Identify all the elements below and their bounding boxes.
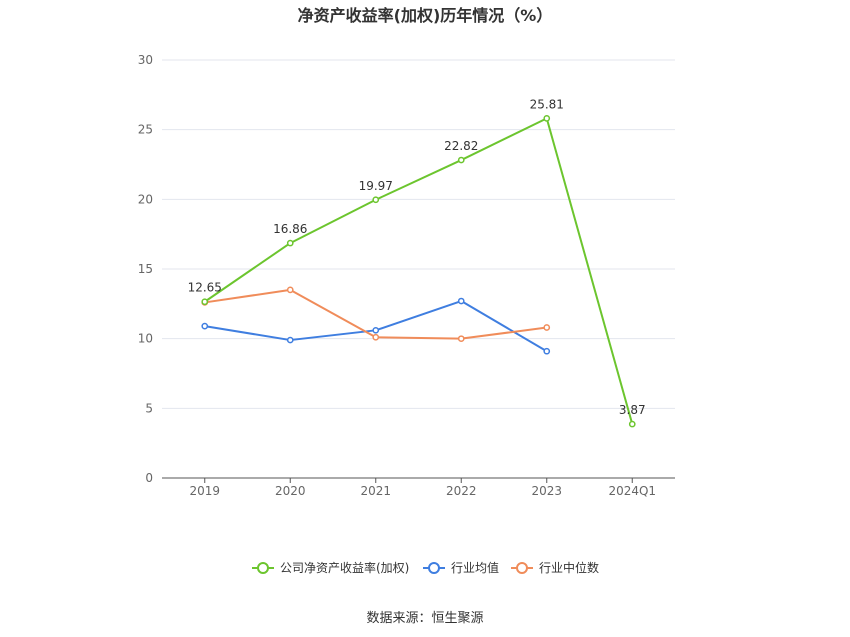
y-tick-label: 0 [145,471,153,485]
data-label: 22.82 [444,139,478,153]
x-tick-label: 2023 [531,484,562,498]
series-lines [201,115,636,428]
legend-swatch-marker [428,562,440,574]
y-tick-label: 15 [138,262,153,276]
data-point[interactable] [286,286,294,294]
data-label: 16.86 [273,222,307,236]
y-tick-label: 30 [138,53,153,67]
legend-label: 公司净资产收益率(加权) [280,560,409,575]
y-tick-label: 25 [138,123,153,137]
legend-label: 行业中位数 [539,560,599,575]
grid-lines [162,59,675,409]
data-point[interactable] [543,115,551,122]
x-tick-label: 2020 [275,484,306,498]
source-note: 数据来源：恒生聚源 [366,611,484,626]
data-point[interactable] [628,420,636,428]
series-line-1 [204,300,548,353]
data-label: 25.81 [530,97,564,111]
data-point[interactable] [201,298,209,306]
data-point[interactable] [372,196,380,204]
y-tick-label: 10 [138,332,153,346]
x-tick-label: 2022 [446,484,477,498]
data-point[interactable] [286,239,294,247]
y-tick-label: 20 [138,192,153,206]
data-point[interactable] [372,326,380,334]
legend-item-2[interactable]: 行业中位数 [511,560,599,575]
series-line-0 [204,117,634,425]
legend: 公司净资产收益率(加权) 行业均值 行业中位数 [252,560,599,575]
legend-label: 行业均值 [451,560,499,575]
data-point[interactable] [286,336,294,344]
data-point[interactable] [457,297,465,305]
x-tick-label: 2024Q1 [608,484,656,498]
chart-title: 净资产收益率(加权)历年情况（%） [297,6,553,25]
data-label: 3.87 [619,403,646,417]
data-point[interactable] [457,156,465,164]
axes: 0 5 10 15 20 25 30 2019 2020 2021 2022 2023 2024Q1 [138,53,675,498]
x-tick-label: 2021 [360,484,391,498]
x-tick-label: 2019 [189,484,220,498]
legend-item-0[interactable]: 公司净资产收益率(加权) [252,560,409,575]
data-point[interactable] [201,322,209,330]
data-label: 12.65 [188,281,222,295]
data-label: 19.97 [359,179,393,193]
y-tick-label: 5 [145,401,153,415]
legend-item-1[interactable]: 行业均值 [423,560,499,575]
legend-swatch-marker [516,562,528,574]
data-point[interactable] [543,324,551,331]
data-point[interactable] [457,335,465,343]
data-labels: 12.65 16.86 19.97 22.82 25.81 3.87 [188,97,646,417]
data-point[interactable] [543,347,551,355]
legend-swatch-marker [257,562,269,574]
data-point[interactable] [372,333,380,341]
